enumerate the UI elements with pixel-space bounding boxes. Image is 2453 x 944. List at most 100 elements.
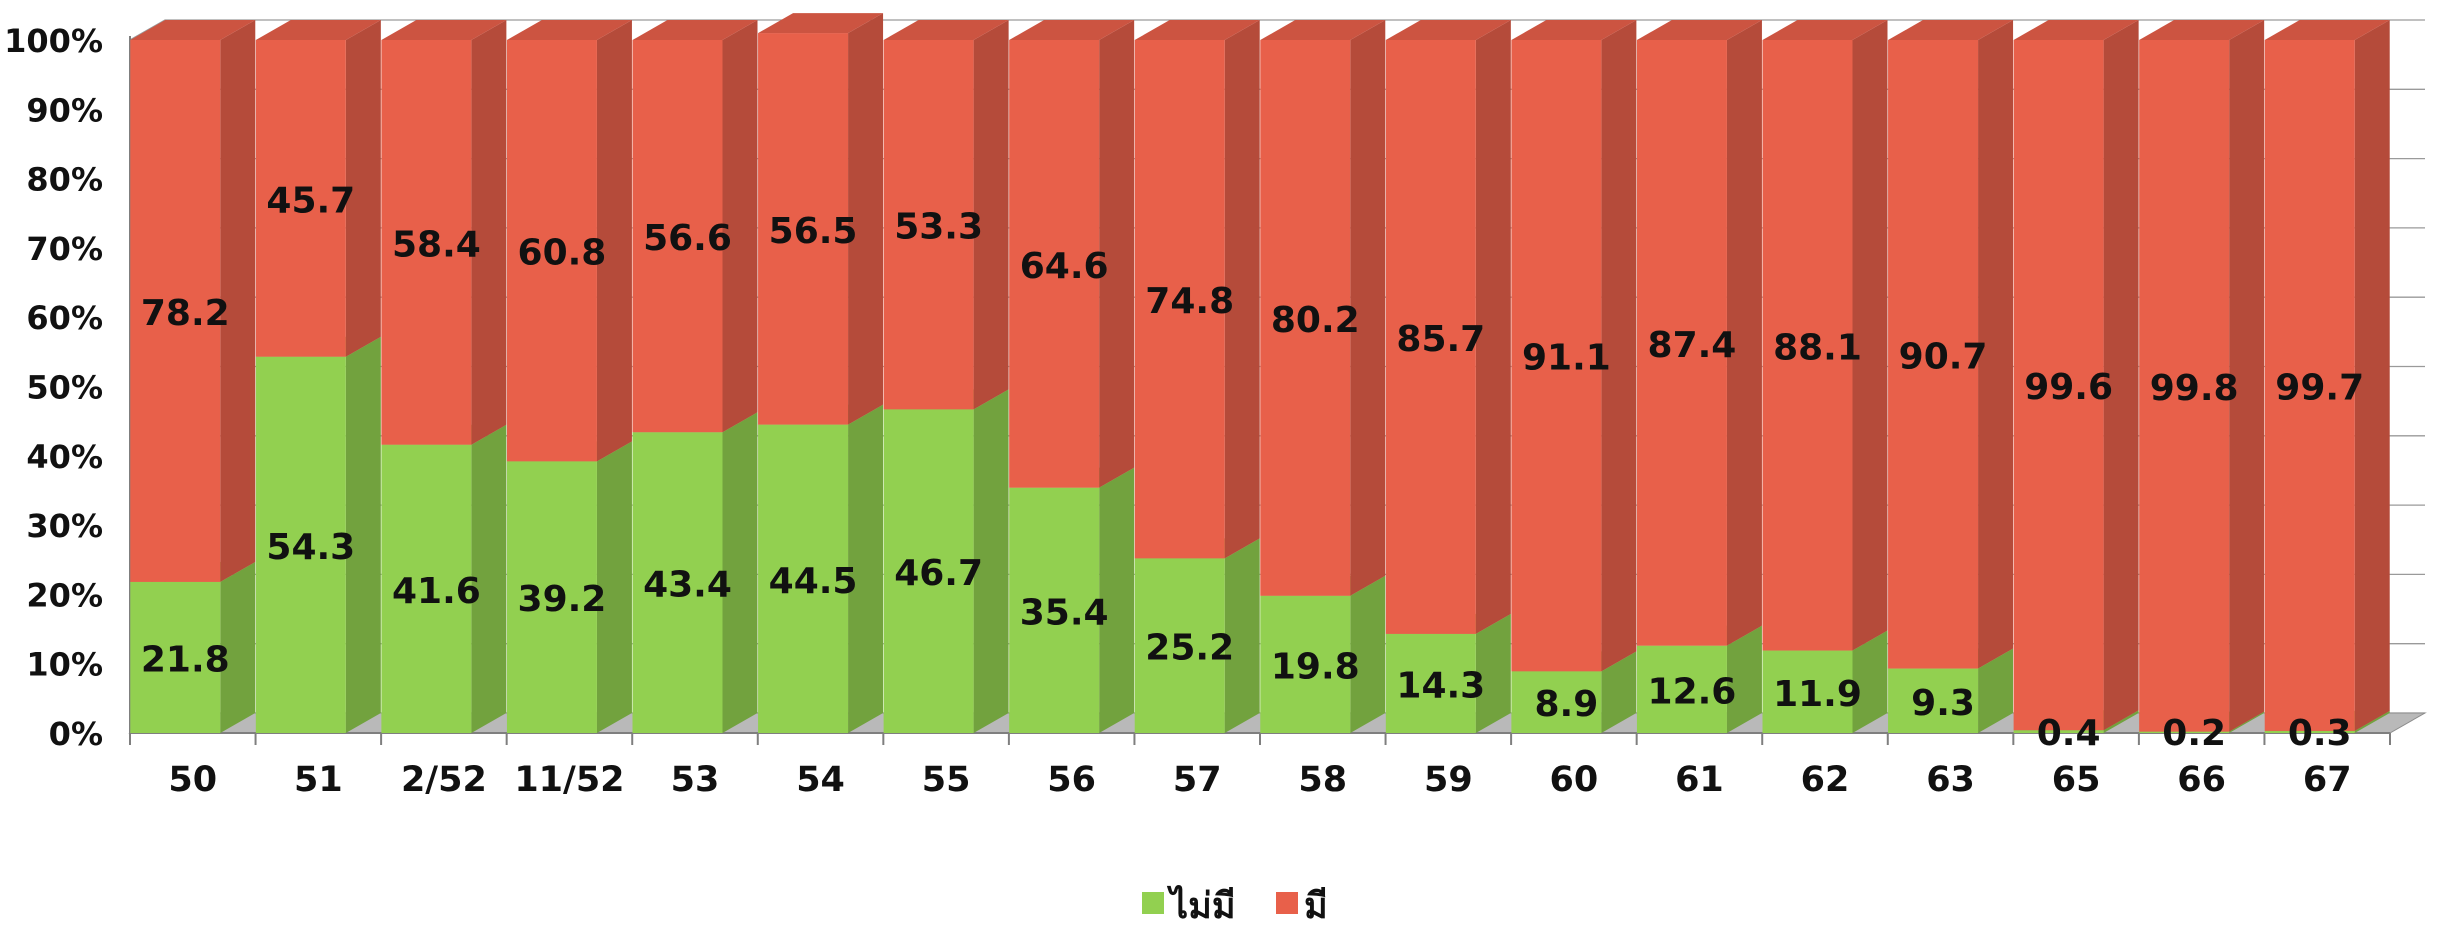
bar-side	[1224, 538, 1260, 733]
bar-front	[506, 461, 597, 733]
bar-segment-has	[1260, 20, 1386, 596]
bar-front	[381, 40, 472, 445]
x-tick-label: 62	[1801, 760, 1850, 800]
data-label: 90.7	[1899, 336, 1988, 377]
bar-top	[1134, 20, 1260, 40]
bar-segment-none	[255, 336, 381, 733]
bar-side	[1224, 20, 1260, 559]
bar-top	[1385, 20, 1511, 40]
bar-front	[2013, 40, 2104, 731]
x-tick-label: 50	[168, 760, 217, 800]
bar-front	[130, 581, 221, 733]
x-tick-labels: 50 51 2/52 11/52 53 54 55 56 57 58 59 60 61 62 63 65 66 6…	[168, 760, 2351, 800]
bar-top	[1888, 20, 2014, 40]
y-tick-label: 30%	[26, 507, 103, 545]
bar-front	[1511, 40, 1602, 672]
y-tick-label: 90%	[26, 91, 103, 129]
x-tick-label: 57	[1173, 760, 1222, 800]
bar-segment-has	[1009, 20, 1135, 488]
bar-front	[1134, 40, 1225, 559]
legend-swatch	[1276, 892, 1298, 914]
data-label: 78.2	[141, 293, 230, 334]
bar-front	[1009, 487, 1100, 733]
data-label: 41.6	[392, 571, 481, 612]
bar-side	[2103, 710, 2139, 733]
data-label: 60.8	[518, 233, 607, 274]
x-tick-label: 67	[2303, 760, 2352, 800]
data-label: 80.2	[1271, 300, 1360, 341]
bar-side	[848, 404, 884, 733]
bar-side	[345, 20, 381, 357]
data-label: 19.8	[1271, 646, 1360, 687]
bar-segment-has	[1888, 20, 2014, 669]
bar-segment-has	[1762, 20, 1888, 651]
data-label: 56.6	[643, 218, 732, 259]
bar-top	[2139, 20, 2265, 40]
bar-side	[596, 441, 632, 733]
bar-side	[2229, 711, 2265, 733]
data-label: 0.3	[2288, 713, 2352, 754]
bar-front	[758, 33, 849, 425]
bar-front	[381, 444, 472, 733]
bar-segment-has	[758, 13, 884, 425]
data-label: 88.1	[1773, 327, 1862, 368]
bar-front	[1888, 40, 1979, 669]
bar-side	[973, 20, 1009, 410]
data-label: 46.7	[894, 553, 983, 594]
x-tick-label: 63	[1926, 760, 1975, 800]
data-label: 39.2	[518, 579, 607, 620]
bar-side	[1350, 575, 1386, 733]
bar-front	[1260, 595, 1351, 733]
bar-front	[1134, 558, 1225, 733]
bar-top	[130, 20, 256, 40]
bar-side	[1726, 20, 1762, 646]
bar-segment-none	[883, 389, 1009, 733]
data-label: 12.6	[1648, 671, 1737, 712]
data-label: 14.3	[1396, 665, 1485, 706]
x-tick-label: 2/52	[401, 760, 487, 800]
bar-top	[758, 13, 884, 34]
bar-top	[1260, 20, 1386, 40]
data-label: 53.3	[894, 207, 983, 248]
bar-side	[1852, 20, 1888, 651]
data-label: 8.9	[1534, 684, 1598, 725]
bar-side	[2354, 20, 2390, 731]
legend-label: ไม่มี	[1166, 884, 1236, 927]
bar-front	[2264, 730, 2355, 733]
legend: ไม่มี มี	[1142, 884, 1328, 927]
y-tick-label: 20%	[26, 576, 103, 614]
bar-segment-has	[255, 20, 381, 357]
bar-side	[722, 20, 758, 433]
bar-top	[1762, 20, 1888, 40]
bar-segment-has	[2013, 20, 2139, 731]
bar-top	[2264, 20, 2390, 40]
bar-front	[632, 432, 723, 733]
data-label: 56.5	[769, 211, 858, 252]
data-label: 44.5	[769, 561, 858, 602]
bar-front	[2139, 731, 2230, 733]
bar-side	[1852, 630, 1888, 733]
y-tick-label: 70%	[26, 230, 103, 268]
data-label: 45.7	[266, 180, 355, 221]
bar-front	[883, 409, 974, 733]
bar-segment-has	[506, 20, 632, 462]
y-tick-labels: 0% 10% 20% 30% 40% 50% 60% 70% 80% 90% 100%	[4, 22, 103, 753]
bar-front	[1260, 40, 1351, 596]
x-tick-label: 56	[1047, 760, 1096, 800]
bar-top	[1009, 20, 1135, 40]
bar-top	[1636, 20, 1762, 40]
bar-segment-has	[1134, 20, 1260, 559]
bar-side	[1726, 625, 1762, 733]
y-tick-label: 100%	[4, 22, 103, 60]
bar-segment-none	[381, 424, 507, 733]
x-tick-label: 66	[2177, 760, 2226, 800]
bar-front	[758, 424, 849, 733]
bar-segment-has	[632, 20, 758, 433]
bar-side	[2229, 20, 2265, 732]
bar-front	[1762, 40, 1853, 651]
bar-front	[255, 40, 346, 357]
bar-side	[220, 561, 256, 733]
bar-segment-has	[2139, 20, 2265, 732]
data-label: 0.2	[2162, 713, 2226, 754]
x-tick-label: 59	[1424, 760, 1473, 800]
